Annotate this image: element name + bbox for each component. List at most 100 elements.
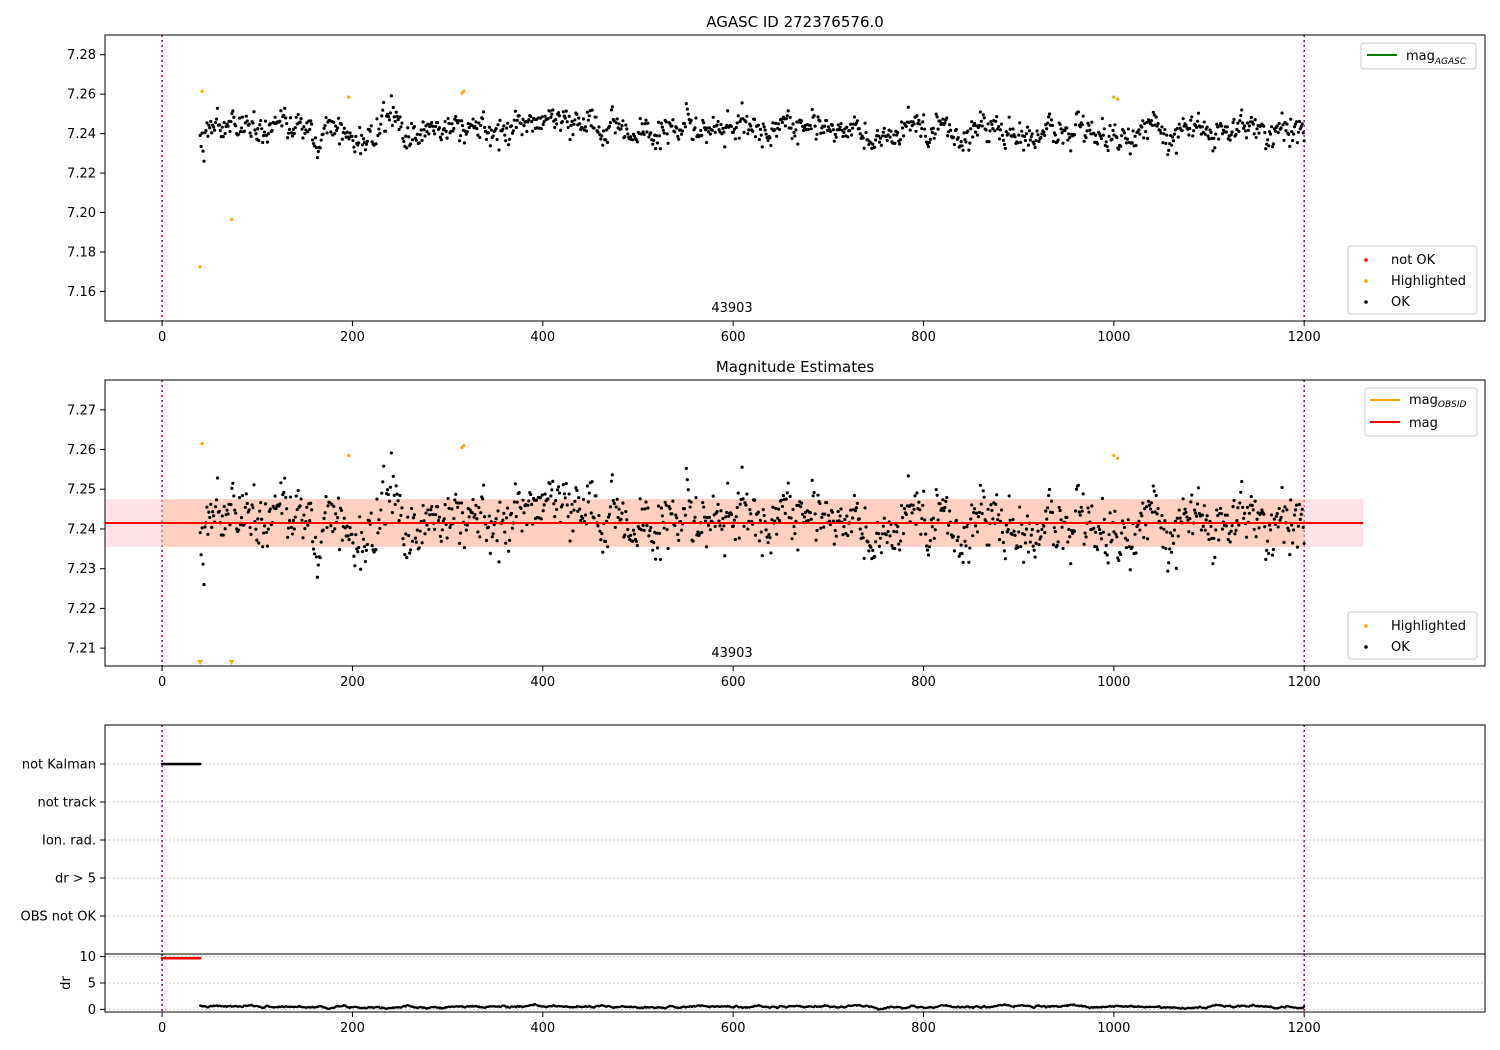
ok-point — [605, 545, 610, 549]
ok-point — [298, 504, 302, 508]
ok-point — [1175, 126, 1179, 130]
ok-point — [955, 538, 959, 543]
ok-point — [352, 145, 356, 149]
ok-point — [879, 551, 884, 555]
ok-point — [1250, 503, 1254, 508]
ok-point — [425, 523, 429, 527]
ok-point — [981, 489, 985, 493]
ok-point — [381, 480, 385, 484]
ok-point — [702, 121, 706, 125]
ok-legend-label: OK — [1391, 295, 1410, 310]
ok-point — [599, 538, 603, 542]
ok-point — [457, 119, 461, 123]
ok-point — [685, 107, 689, 111]
ok-point — [597, 513, 601, 518]
ok-point — [1171, 139, 1176, 143]
ok-point — [365, 542, 369, 547]
ok-point — [935, 493, 939, 497]
ok-point — [784, 497, 788, 501]
ok-point — [951, 135, 956, 139]
ok-point — [1271, 142, 1276, 146]
ok-point — [390, 510, 394, 515]
ok-point — [211, 510, 215, 514]
ok-point — [490, 535, 494, 539]
ok-point — [666, 141, 670, 145]
ok-point — [512, 118, 516, 122]
ok-point — [473, 124, 477, 129]
ok-point — [614, 121, 618, 125]
ok-point — [1246, 128, 1251, 132]
ok-point — [293, 515, 297, 519]
ok-point — [357, 545, 361, 550]
ok-point — [607, 512, 612, 517]
flag-category-label: OBS not OK — [21, 910, 97, 925]
ok-point — [881, 524, 885, 528]
ok-point — [1191, 134, 1195, 138]
ok-point — [206, 532, 210, 536]
ok-point — [363, 559, 368, 564]
ok-point — [858, 527, 862, 531]
ok-point — [700, 133, 704, 137]
magnitude-obs-label: 43903 — [711, 646, 752, 661]
ok-point — [689, 118, 693, 122]
ok-point — [716, 119, 720, 124]
ok-point — [1124, 546, 1129, 550]
ok-point — [688, 121, 692, 125]
ok-point — [990, 122, 994, 127]
flag-category-label: not Kalman — [22, 758, 96, 773]
ok-point — [590, 108, 594, 112]
ok-point — [261, 140, 265, 145]
ok-point — [742, 130, 746, 134]
ok-point — [406, 515, 410, 519]
ok-point — [470, 123, 474, 128]
ok-point — [494, 126, 498, 131]
ok-point — [556, 111, 561, 115]
ok-point — [668, 121, 672, 126]
ok-point — [785, 491, 789, 495]
ok-point — [756, 510, 761, 514]
ok-point — [708, 132, 712, 136]
ok-legend-label-2: OK — [1391, 640, 1410, 655]
ok-point — [948, 128, 953, 132]
ok-point — [658, 147, 663, 151]
ok-point — [694, 116, 698, 120]
x-tick-label: 800 — [911, 330, 936, 345]
ok-point — [395, 114, 399, 118]
ok-point — [289, 525, 294, 529]
ok-point — [1263, 525, 1267, 529]
agasc-scatter-legend: not OK Highlighted OK — [1347, 245, 1478, 315]
ok-point — [527, 499, 531, 503]
ok-point — [529, 114, 533, 119]
ok-point — [640, 507, 644, 511]
magnitude-plot-area — [105, 380, 1364, 666]
ok-point — [1171, 541, 1176, 545]
ok-point — [644, 118, 648, 122]
ok-point — [460, 123, 465, 128]
ok-point — [430, 504, 434, 509]
ok-point — [616, 515, 620, 520]
ok-point — [873, 554, 877, 559]
ok-point — [509, 124, 514, 128]
ok-point — [398, 115, 402, 119]
ok-point — [809, 517, 813, 521]
ok-point — [564, 109, 568, 113]
ok-point — [354, 533, 358, 537]
y-tick-label: 7.24 — [67, 522, 96, 537]
ok-point — [906, 105, 910, 109]
ok-point — [964, 140, 968, 144]
ok-point — [454, 114, 458, 119]
ok-point — [321, 132, 325, 136]
ok-point — [1217, 538, 1221, 542]
ok-point — [977, 123, 982, 128]
ok-point — [367, 519, 371, 523]
ok-point — [700, 530, 704, 535]
ok-point — [969, 127, 973, 131]
ok-point — [1260, 508, 1264, 512]
ok-point — [786, 481, 790, 485]
highlighted-point — [462, 443, 466, 448]
ok-point — [300, 518, 304, 522]
ok-point — [726, 481, 730, 485]
ok-point — [646, 506, 650, 510]
ok-point — [978, 110, 982, 114]
ok-point — [649, 525, 653, 530]
